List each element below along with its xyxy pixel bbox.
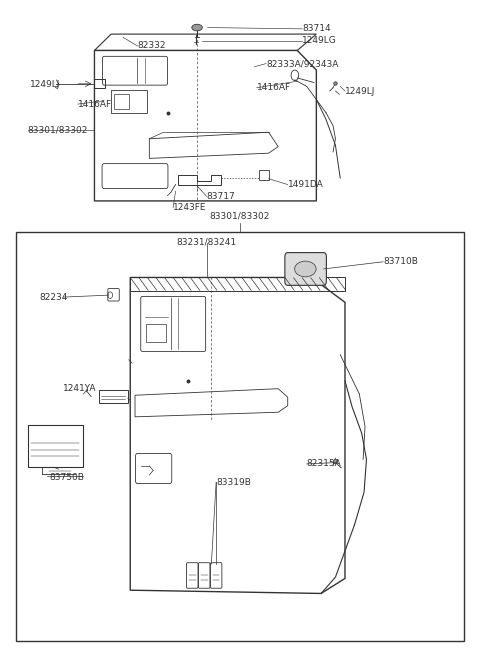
Text: 1416AF: 1416AF (78, 100, 112, 108)
Text: 83714: 83714 (302, 24, 331, 34)
Text: 1491DA: 1491DA (288, 180, 324, 189)
Text: 83231/83241: 83231/83241 (177, 238, 237, 246)
Ellipse shape (192, 24, 202, 31)
Text: 1249LJ: 1249LJ (30, 80, 60, 89)
Text: 82333A/92343A: 82333A/92343A (266, 59, 338, 68)
Text: 1416AF: 1416AF (257, 83, 291, 92)
Bar (95, 79, 105, 88)
Text: 1243FE: 1243FE (173, 203, 207, 212)
Bar (115, 95, 129, 108)
Text: 1249LG: 1249LG (302, 36, 337, 45)
Text: 83717: 83717 (206, 192, 235, 201)
Text: 1249LJ: 1249LJ (345, 87, 375, 95)
Text: 82315A: 82315A (307, 459, 342, 468)
FancyBboxPatch shape (285, 252, 326, 285)
Text: 1241YA: 1241YA (63, 384, 97, 393)
Text: 82234: 82234 (39, 292, 68, 302)
Text: 83319B: 83319B (216, 478, 251, 487)
Ellipse shape (295, 261, 316, 277)
Text: 83301/83302: 83301/83302 (28, 125, 88, 135)
Text: 83301/83302: 83301/83302 (210, 212, 270, 221)
Bar (130, 277, 345, 290)
Bar (16, 232, 464, 641)
Bar (111, 90, 147, 112)
Text: 83750B: 83750B (49, 473, 84, 482)
Bar (259, 170, 269, 180)
Text: 83710B: 83710B (383, 258, 418, 266)
Bar (99, 390, 128, 403)
Text: 82332: 82332 (137, 41, 166, 51)
Bar (145, 324, 166, 342)
